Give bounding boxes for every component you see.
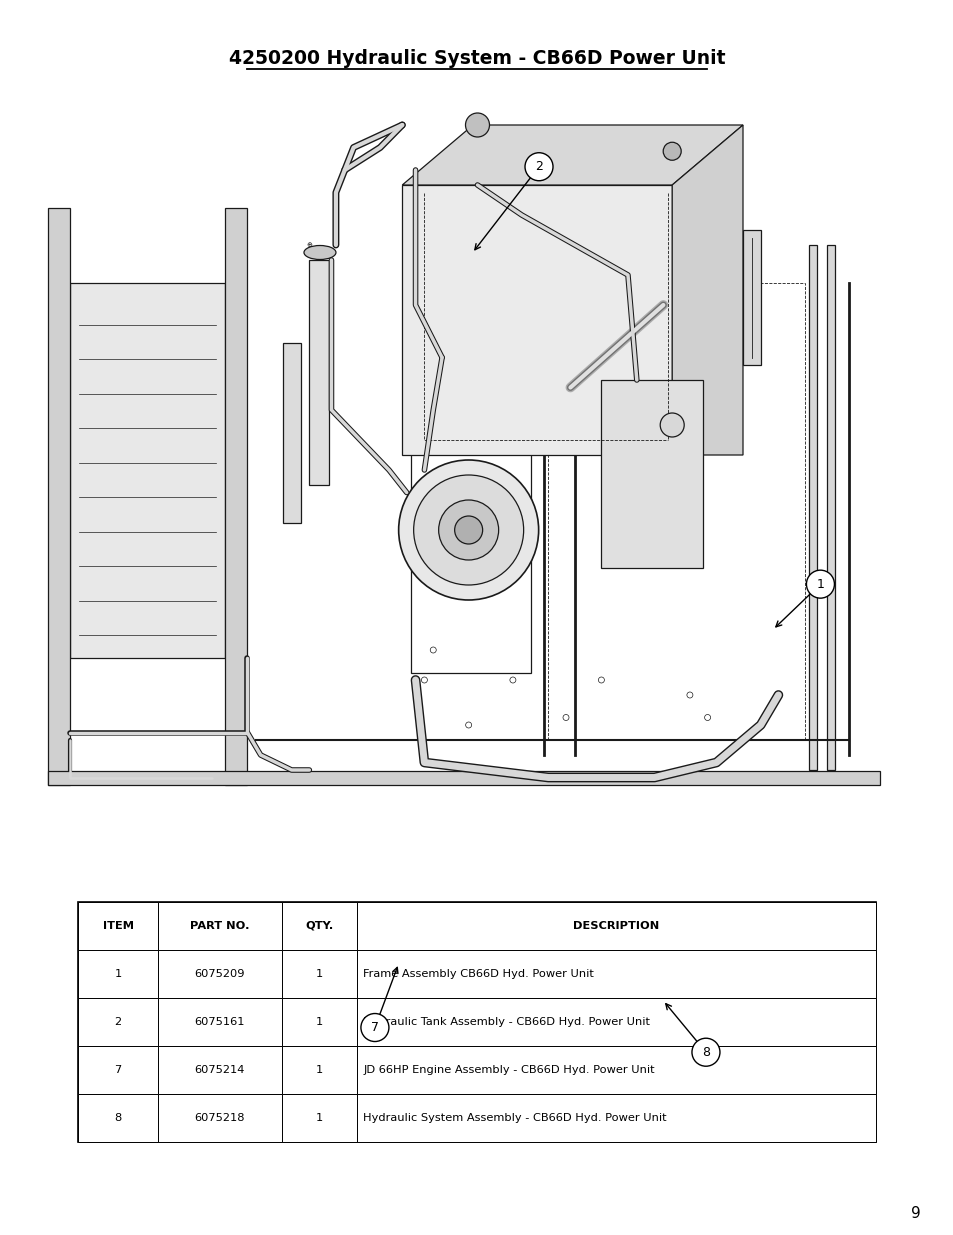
Text: 6075209: 6075209 [194, 968, 245, 979]
Bar [78, 902, 158, 950]
Bar [158, 902, 281, 950]
Text: PART NO.: PART NO. [190, 920, 250, 931]
Circle shape [398, 459, 538, 600]
Circle shape [438, 500, 498, 559]
Text: 7: 7 [114, 1065, 122, 1076]
Ellipse shape [136, 773, 154, 783]
Circle shape [509, 677, 516, 683]
Text: 7: 7 [371, 1021, 378, 1034]
Circle shape [686, 692, 692, 698]
Bar [411, 350, 530, 673]
Ellipse shape [304, 246, 335, 259]
Bar [357, 902, 875, 950]
Circle shape [430, 647, 436, 653]
Text: 1: 1 [315, 1065, 323, 1076]
Text: 1: 1 [816, 578, 823, 590]
Bar [158, 1094, 281, 1142]
Text: 1: 1 [315, 968, 323, 979]
Bar [281, 1046, 357, 1094]
Text: JD 66HP Engine Assembly - CB66D Hyd. Power Unit: JD 66HP Engine Assembly - CB66D Hyd. Pow… [363, 1065, 655, 1076]
Text: 9: 9 [910, 1205, 920, 1220]
Bar [281, 902, 357, 950]
Circle shape [360, 1014, 389, 1041]
Bar [282, 342, 300, 522]
Bar [309, 261, 329, 485]
Bar [808, 245, 817, 769]
Circle shape [562, 715, 568, 720]
Circle shape [455, 516, 482, 543]
Circle shape [704, 715, 710, 720]
Polygon shape [672, 125, 742, 454]
Polygon shape [71, 283, 225, 657]
Text: 1: 1 [315, 1113, 323, 1124]
Text: 2: 2 [114, 1016, 122, 1028]
Polygon shape [402, 185, 672, 454]
Text: Hydraulic Tank Assembly - CB66D Hyd. Power Unit: Hydraulic Tank Assembly - CB66D Hyd. Pow… [363, 1016, 650, 1028]
Bar [281, 1094, 357, 1142]
Text: 8: 8 [114, 1113, 122, 1124]
Circle shape [659, 412, 683, 437]
Text: DESCRIPTION: DESCRIPTION [573, 920, 659, 931]
Bar [158, 950, 281, 998]
Polygon shape [225, 207, 247, 785]
Bar [826, 245, 834, 769]
Text: ITEM: ITEM [103, 920, 133, 931]
Circle shape [662, 142, 680, 161]
Bar [357, 1094, 875, 1142]
Bar [49, 771, 880, 785]
Bar [281, 998, 357, 1046]
Text: ⊕: ⊕ [306, 242, 312, 248]
Bar [158, 998, 281, 1046]
Text: 6075218: 6075218 [194, 1113, 245, 1124]
Circle shape [524, 153, 553, 180]
Text: 4250200 Hydraulic System - CB66D Power Unit: 4250200 Hydraulic System - CB66D Power U… [229, 48, 724, 68]
Bar [600, 380, 702, 568]
Polygon shape [742, 230, 760, 366]
Text: 1: 1 [315, 1016, 323, 1028]
Text: QTY.: QTY. [305, 920, 334, 931]
Text: 6075214: 6075214 [194, 1065, 245, 1076]
Bar [158, 1046, 281, 1094]
Bar [78, 1094, 158, 1142]
Circle shape [465, 112, 489, 137]
Bar [357, 1046, 875, 1094]
Circle shape [414, 475, 523, 585]
Circle shape [598, 677, 604, 683]
Text: 2: 2 [535, 161, 542, 173]
Bar [78, 1046, 158, 1094]
Bar [78, 998, 158, 1046]
Bar [281, 950, 357, 998]
Text: 8: 8 [701, 1046, 709, 1058]
Bar [357, 998, 875, 1046]
Polygon shape [49, 207, 71, 785]
Text: 1: 1 [114, 968, 122, 979]
Circle shape [421, 677, 427, 683]
Text: 6075161: 6075161 [194, 1016, 245, 1028]
Circle shape [805, 571, 834, 598]
Bar [357, 950, 875, 998]
Circle shape [465, 722, 471, 727]
Bar [78, 950, 158, 998]
Circle shape [691, 1039, 720, 1066]
Text: Hydraulic System Assembly - CB66D Hyd. Power Unit: Hydraulic System Assembly - CB66D Hyd. P… [363, 1113, 666, 1124]
Bar [78, 902, 875, 1142]
Polygon shape [402, 125, 742, 185]
Text: Frame Assembly CB66D Hyd. Power Unit: Frame Assembly CB66D Hyd. Power Unit [363, 968, 594, 979]
